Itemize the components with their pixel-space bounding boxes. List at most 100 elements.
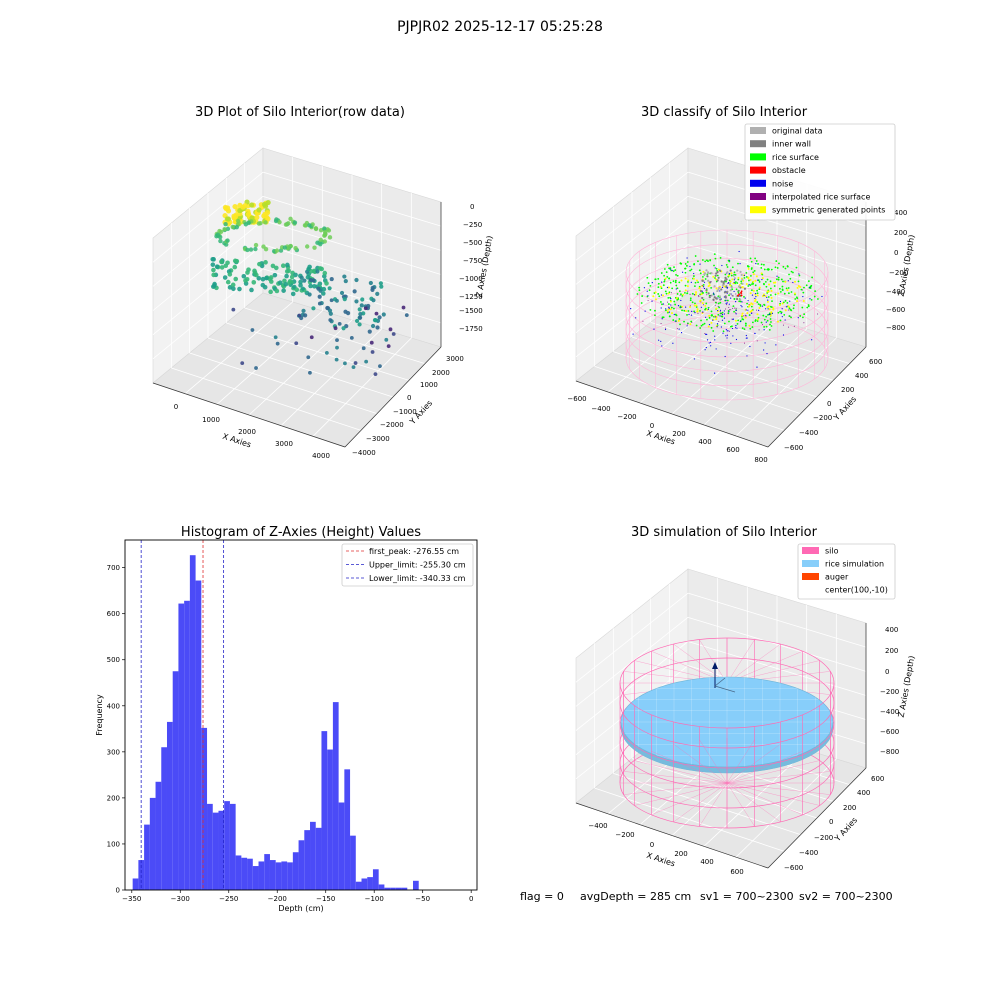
- data-point: [284, 273, 289, 279]
- data-point: [379, 284, 384, 289]
- rice-surface-point: [754, 320, 757, 322]
- noise-point: [719, 309, 722, 311]
- legend-label: first_peak: -276.55 cm: [369, 547, 459, 556]
- noise-point: [766, 352, 768, 355]
- data-point: [312, 245, 317, 250]
- data-point: [280, 263, 286, 269]
- noise-point: [735, 309, 737, 311]
- data-point: [219, 265, 225, 270]
- noise-point: [740, 304, 742, 307]
- noise-point: [680, 306, 682, 308]
- data-point: [335, 345, 339, 350]
- legend-swatch: [802, 560, 819, 567]
- rice-surface-point: [694, 255, 697, 257]
- z-tick: −1250: [459, 293, 483, 301]
- histogram-bar: [195, 580, 202, 890]
- data-point: [252, 270, 258, 275]
- symmetric-point: [752, 289, 755, 292]
- rice-surface-point: [701, 259, 704, 261]
- symmetric-point: [731, 278, 734, 281]
- histogram-title: Histogram of Z-Axies (Height) Values: [181, 525, 421, 540]
- noise-point: [672, 342, 674, 344]
- data-point: [299, 275, 304, 280]
- data-point: [245, 247, 250, 253]
- floor-grid-line: [171, 367, 362, 431]
- noise-point: [714, 267, 716, 269]
- data-point: [211, 272, 216, 278]
- noise-point: [750, 312, 753, 314]
- data-point: [322, 229, 328, 235]
- classify-3d-points: [630, 250, 823, 374]
- rice-surface-point: [717, 313, 720, 316]
- noise-point: [693, 272, 695, 275]
- rice-surface-point: [697, 281, 699, 284]
- symmetric-point: [747, 276, 750, 279]
- histogram-bar: [332, 702, 339, 890]
- data-point: [313, 226, 319, 232]
- histogram-bar: [235, 855, 242, 890]
- rice-surface-point: [746, 265, 749, 267]
- data-point: [306, 267, 311, 272]
- data-point: [285, 262, 290, 268]
- y-tick: 3000: [446, 355, 464, 363]
- interpolated-point: [689, 305, 691, 307]
- rice-surface-point: [649, 284, 652, 287]
- noise-point: [725, 328, 727, 331]
- symmetric-point: [701, 302, 704, 305]
- rice-surface-point: [748, 279, 750, 282]
- silo-floor-spoke: [651, 782, 728, 816]
- silo-floor-spoke: [726, 782, 820, 806]
- rice-surface-point: [728, 260, 731, 263]
- data-point: [320, 291, 326, 296]
- rice-surface-point: [737, 319, 740, 322]
- rice-surface-point: [669, 281, 672, 284]
- rice-surface-point: [719, 312, 722, 315]
- data-point: [318, 237, 323, 242]
- wall-point: [733, 277, 736, 280]
- wall-point: [719, 269, 722, 272]
- y-tick: 0: [829, 818, 833, 826]
- data-point: [254, 214, 260, 220]
- x-tick: −200: [615, 831, 634, 839]
- z-tick: −400: [880, 708, 899, 716]
- interpolated-point: [717, 305, 719, 307]
- rice-surface-point: [695, 306, 698, 308]
- data-point: [256, 221, 262, 226]
- rice-surface-point: [663, 280, 666, 283]
- rice-surface-point: [766, 268, 769, 271]
- x-tick: 0: [650, 422, 654, 430]
- data-point: [384, 337, 389, 342]
- x-tick: 200: [674, 850, 687, 858]
- interpolated-point: [744, 314, 746, 316]
- noise-point: [671, 269, 673, 272]
- raw-3d-z-ticks: 0 −250 −500 −750 −1000 −1250 −1500 −1750: [459, 203, 483, 333]
- rice-surface-point: [676, 298, 679, 301]
- symmetric-point: [698, 287, 701, 290]
- rice-surface-point: [790, 291, 793, 293]
- data-point: [369, 340, 374, 345]
- data-point: [256, 275, 262, 281]
- noise-point: [769, 313, 771, 315]
- wall-point: [721, 284, 725, 287]
- data-point: [225, 216, 231, 222]
- histogram-bar: [401, 887, 408, 890]
- rice-surface-point: [752, 282, 755, 285]
- rice-surface-point: [789, 277, 792, 280]
- noise-point: [674, 320, 676, 322]
- rice-surface-point: [797, 280, 800, 283]
- data-point: [268, 289, 273, 295]
- data-point: [260, 282, 266, 288]
- y-tick: 0: [407, 394, 411, 402]
- data-point: [211, 284, 216, 289]
- rice-surface-point: [679, 323, 681, 326]
- symmetric-point: [747, 267, 750, 270]
- data-point: [308, 370, 312, 375]
- histogram-bar: [378, 884, 385, 890]
- histogram-ticks: −350 −300 −250 −200 −150 −100 −50 0 0 100 200 300 40…: [107, 564, 474, 903]
- data-point: [317, 301, 322, 306]
- data-point: [225, 260, 230, 266]
- data-point: [274, 248, 280, 253]
- rice-surface-point: [722, 330, 725, 333]
- rice-surface-point: [681, 309, 683, 312]
- rice-surface-point: [793, 304, 795, 307]
